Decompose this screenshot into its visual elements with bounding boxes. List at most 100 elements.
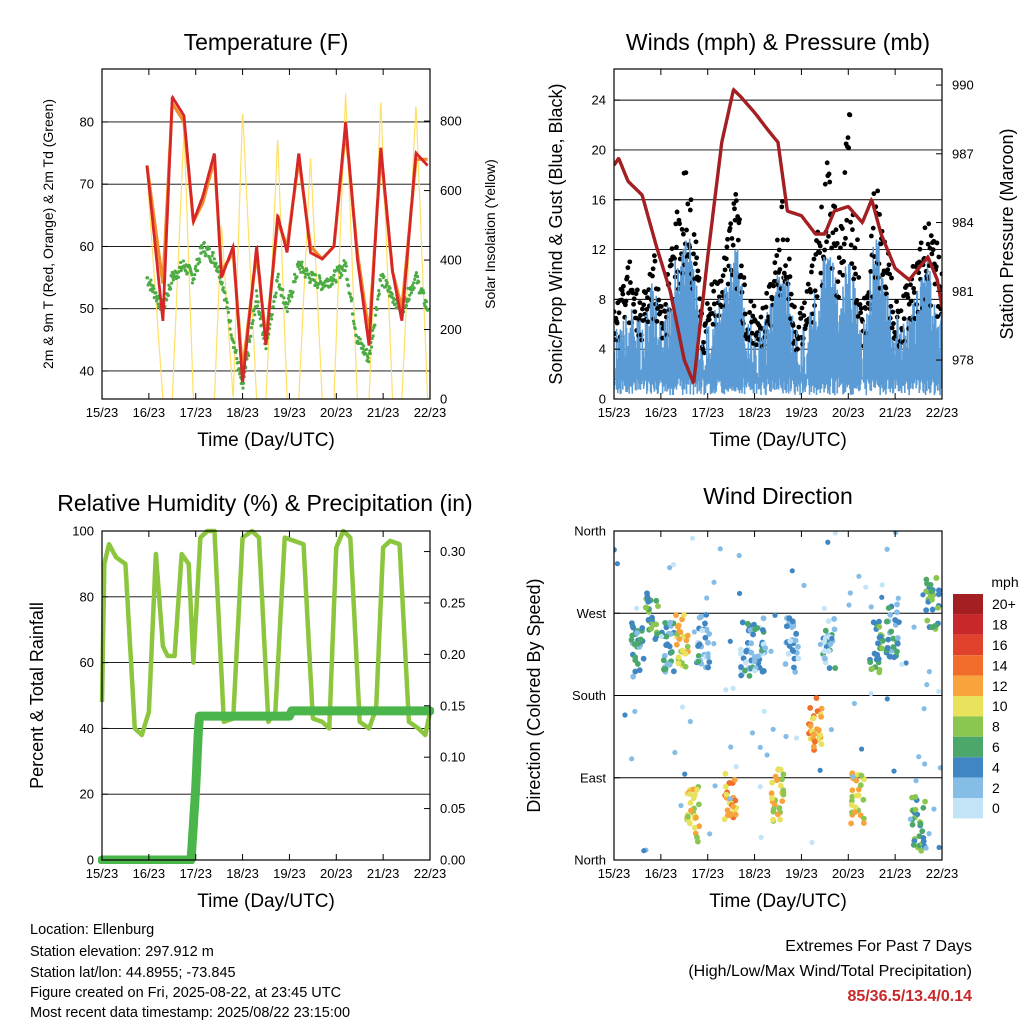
dir-ytick-label-1: East xyxy=(580,770,606,785)
temp-dewpoint-dot-369 xyxy=(352,322,356,326)
wind-ytick-label-5: 20 xyxy=(592,142,606,157)
temp-dewpoint-dot-326 xyxy=(328,278,332,282)
dir-point-517 xyxy=(884,546,890,552)
wind-gust-dot-426 xyxy=(880,272,886,278)
dir-point-275 xyxy=(769,779,775,786)
dir-legend-label-1: 18 xyxy=(992,617,1008,633)
dir-point-547 xyxy=(809,839,815,845)
temp-dewpoint-dot-307 xyxy=(317,274,321,278)
temp-dewpoint-dot-134 xyxy=(220,281,224,285)
wind-gust-dot-22 xyxy=(625,265,631,271)
dir-point-109 xyxy=(673,641,680,648)
wind-gust-dot-100 xyxy=(674,209,680,215)
dir-point-16 xyxy=(637,636,644,643)
dir-point-380 xyxy=(858,772,865,779)
dir-legend-swatch-7 xyxy=(953,736,983,758)
dir-point-416 xyxy=(869,665,876,672)
wind-gust-dot-251 xyxy=(769,296,775,302)
dir-point-350 xyxy=(826,665,833,671)
temp-dewpoint-dot-197 xyxy=(255,304,260,308)
dir-point-413 xyxy=(876,623,883,630)
temp-dewpoint-dot-411 xyxy=(376,297,380,301)
dir-point-528 xyxy=(717,546,723,552)
dir-point-504 xyxy=(923,845,929,851)
wind-gust-dot-178 xyxy=(723,256,729,262)
extremes-subtitle: (High/Low/Max Wind/Total Precipitation) xyxy=(688,963,972,980)
dir-point-299 xyxy=(793,630,800,637)
dir-point-29 xyxy=(653,597,660,604)
dir-point-437 xyxy=(894,648,900,655)
temp-dewpoint-dot-145 xyxy=(226,310,230,314)
dir-point-561 xyxy=(868,604,874,610)
dir-point-223 xyxy=(746,672,753,679)
wind-title: Winds (mph) & Pressure (mb) xyxy=(626,29,930,55)
temp-dewpoint-dot-150 xyxy=(229,333,233,337)
dir-point-182 xyxy=(721,816,728,823)
wind-gust-dot-152 xyxy=(707,306,713,312)
dir-point-7 xyxy=(640,655,647,662)
dir-point-148 xyxy=(703,611,710,618)
dir-point-588 xyxy=(749,730,756,736)
wind-xtick-label-5: 20/23 xyxy=(832,405,865,420)
dir-xlabel: Time (Day/UTC) xyxy=(709,891,847,912)
dir-point-583 xyxy=(801,582,807,588)
wind-gust-dot-99 xyxy=(674,244,679,250)
dir-point-418 xyxy=(874,651,881,658)
temp-dewpoint-dot-298 xyxy=(312,278,316,282)
dir-point-581 xyxy=(736,552,742,559)
temp-dewpoint-dot-471 xyxy=(409,291,413,295)
temp-dewpoint-dot-116 xyxy=(210,254,214,258)
dir-point-216 xyxy=(742,667,748,674)
dir-point-555 xyxy=(783,733,789,740)
temp-dewpoint-dot-467 xyxy=(407,297,411,301)
dir-point-222 xyxy=(744,620,751,627)
dir-point-512 xyxy=(903,660,909,666)
dir-point-132 xyxy=(693,814,699,821)
dir-point-485 xyxy=(923,588,930,595)
dir-point-289 xyxy=(789,624,795,630)
temp-dewpoint-dot-188 xyxy=(250,321,255,326)
temp-dewpoint-dot-156 xyxy=(232,346,237,350)
wind-gust-dot-197 xyxy=(735,237,741,243)
temp-dewpoint-dot-260 xyxy=(291,290,295,294)
dir-xtick-label-3: 18/23 xyxy=(738,866,771,881)
wind-gust-dot-431 xyxy=(883,285,889,291)
wind-gust-dot-372 xyxy=(846,145,852,151)
dir-point-562 xyxy=(761,708,767,714)
wind-gust-dot-176 xyxy=(722,267,728,273)
dir-point-27 xyxy=(632,654,639,661)
wind-gust-dot-70 xyxy=(655,286,661,292)
dir-point-133 xyxy=(694,786,700,793)
wind-gust-dot-399 xyxy=(863,306,869,311)
temp-dewpoint-dot-160 xyxy=(235,356,239,361)
dir-point-491 xyxy=(934,604,941,611)
temp-dewpoint-dot-118 xyxy=(211,251,215,255)
dir-xtick-label-7: 22/23 xyxy=(926,866,959,881)
dir-point-68 xyxy=(663,624,670,631)
temp-dewpoint-dot-398 xyxy=(368,351,372,356)
wind-gust-dot-215 xyxy=(747,310,753,315)
temp-dewpoint-dot-416 xyxy=(378,279,383,283)
wind-gust-dot-365 xyxy=(841,241,847,247)
wind-gust-dot-104 xyxy=(677,221,682,227)
wind-gust-dot-455 xyxy=(898,308,904,314)
temp-dewpoint-dot-263 xyxy=(293,272,297,276)
dir-point-542 xyxy=(914,811,921,818)
dir-point-166 xyxy=(706,659,713,665)
dir-point-514 xyxy=(772,612,778,618)
dir-point-151 xyxy=(705,639,711,646)
dir-ytick-label-4: North xyxy=(574,524,606,539)
dir-point-564 xyxy=(736,590,743,597)
dir-point-435 xyxy=(894,601,901,608)
wind-gust-dot-337 xyxy=(824,239,829,245)
temp-dewpoint-dot-276 xyxy=(300,260,304,264)
wind-gust-dot-286 xyxy=(792,304,797,310)
dir-point-195 xyxy=(727,812,734,819)
dir-point-538 xyxy=(821,605,827,612)
wind-gust-dot-374 xyxy=(847,112,853,118)
dir-point-522 xyxy=(728,744,734,750)
dir-point-586 xyxy=(920,592,926,598)
dir-point-486 xyxy=(933,574,940,581)
wind-gust-dot-515 xyxy=(936,254,942,260)
wind-gust-dot-421 xyxy=(877,212,882,217)
